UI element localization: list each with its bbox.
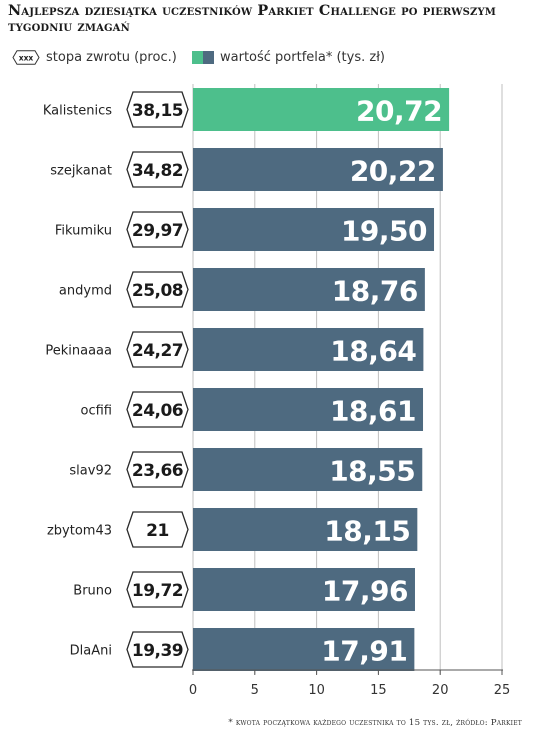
return-badge: [126, 571, 189, 608]
return-badge: [126, 511, 189, 548]
return-value-label: 38,15: [132, 101, 183, 121]
bar-value-label: 18,64: [330, 335, 416, 368]
bar: [193, 148, 443, 191]
return-value-label: 24,06: [132, 401, 183, 421]
category-label: ocfifi: [81, 404, 112, 419]
return-badge: [126, 151, 189, 188]
x-tick-label: 20: [432, 683, 449, 698]
bar: [193, 508, 418, 551]
footnote: * kwota początkowa każdego uczestnika to…: [228, 718, 522, 728]
return-badge: [126, 211, 189, 248]
bar: [193, 268, 425, 311]
bar-value-label: 18,61: [330, 395, 416, 428]
bar: [193, 208, 435, 251]
x-tick-label: 25: [494, 683, 511, 698]
x-tick-label: 0: [189, 683, 197, 698]
chart-title: Najlepsza dziesiątka uczestników Parkiet…: [8, 2, 496, 35]
category-label: Kalistenics: [43, 104, 112, 119]
bar-value-label: 17,91: [321, 635, 407, 668]
bar: [193, 448, 423, 491]
return-value-label: 21: [146, 521, 169, 541]
x-tick-label: 5: [251, 683, 259, 698]
legend-portfolio-label: wartość portfela* (tys. zł): [220, 50, 385, 65]
category-label: andymd: [59, 284, 112, 299]
legend-portfolio-swatch: [192, 51, 214, 64]
bars: 20,72 Kalistenics 38,15 20,22 szejkanat 34,82…: [43, 88, 450, 671]
bar: [193, 388, 424, 431]
legend-returns-label: stopa zwrotu (proc.): [46, 50, 177, 65]
return-value-label: 25,08: [132, 281, 183, 301]
return-badge-sample-icon: xxx: [12, 50, 40, 65]
category-label: Fikumiku: [55, 224, 112, 239]
bar: [193, 88, 450, 131]
return-badge-sample-text: xxx: [19, 54, 34, 63]
bar: [193, 568, 415, 611]
return-value-label: 19,39: [132, 641, 183, 661]
bar: [193, 328, 424, 371]
legend-returns: xxx stopa zwrotu (proc.): [12, 50, 177, 65]
bar-value-label: 17,96: [322, 575, 408, 608]
return-badge: [126, 391, 189, 428]
return-value-label: 24,27: [132, 341, 183, 361]
x-tick-label: 10: [308, 683, 325, 698]
legend-portfolio: wartość portfela* (tys. zł): [192, 50, 385, 65]
category-label: slav92: [69, 464, 112, 479]
bar-value-label: 18,15: [324, 515, 410, 548]
return-badge: [126, 631, 189, 668]
bar-value-label: 18,76: [332, 275, 418, 308]
category-label: Bruno: [73, 584, 112, 599]
return-badge: [126, 271, 189, 308]
category-label: szejkanat: [50, 164, 112, 179]
return-value-label: 29,97: [132, 221, 183, 241]
return-value-label: 19,72: [132, 581, 183, 601]
bar-value-label: 20,22: [350, 155, 436, 188]
category-label: zbytom43: [47, 524, 112, 539]
bar: [193, 628, 415, 671]
return-badge: [126, 451, 189, 488]
x-tick-label: 15: [370, 683, 387, 698]
category-label: Pekinaaaa: [45, 344, 112, 359]
return-badge: [126, 91, 189, 128]
return-value-label: 34,82: [132, 161, 183, 181]
bar-value-label: 20,72: [356, 95, 442, 128]
bar-value-label: 18,55: [329, 455, 415, 488]
category-label: DlaAni: [70, 644, 112, 659]
return-value-label: 23,66: [132, 461, 183, 481]
bar-value-label: 19,50: [341, 215, 427, 248]
return-badge: [126, 331, 189, 368]
x-axis: 0 5 10 15 20 25: [189, 669, 511, 698]
